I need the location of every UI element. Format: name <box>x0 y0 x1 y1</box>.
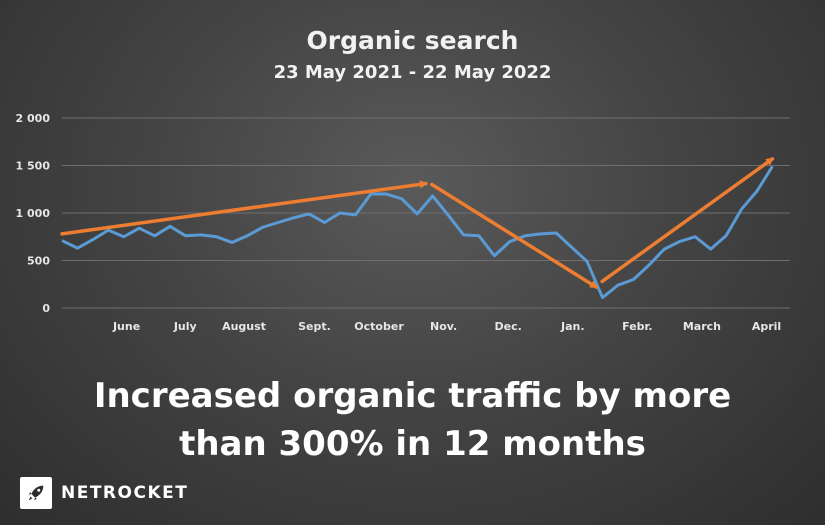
y-tick-label: 1 000 <box>16 207 51 220</box>
chart-subtitle: 23 May 2021 - 22 May 2022 <box>273 62 552 83</box>
x-tick-label: March <box>683 320 721 333</box>
x-tick-label: Febr. <box>622 320 652 333</box>
brand-logo: NETROCKET <box>20 476 188 510</box>
brand-name: NETROCKET <box>61 483 189 503</box>
series-line <box>61 165 774 300</box>
headline-line-1: Increased organic traffic by more <box>93 376 732 416</box>
x-tick-label: Dec. <box>495 320 522 333</box>
headline-line-2: than 300% in 12 months <box>179 424 646 464</box>
trend-arrow <box>600 157 775 284</box>
x-tick-label: July <box>173 320 197 333</box>
x-tick-label: October <box>354 320 404 333</box>
y-tick-label: 0 <box>42 302 50 315</box>
y-tick-label: 2 000 <box>16 112 51 125</box>
y-tick-label: 500 <box>27 255 50 268</box>
rocket-icon <box>20 477 52 509</box>
y-tick-label: 1 500 <box>16 160 51 173</box>
x-tick-label: Nov. <box>430 320 457 333</box>
chart-title: Organic search <box>306 26 519 55</box>
trend-arrow <box>430 182 599 289</box>
x-tick-label: Sept. <box>298 320 331 333</box>
line-chart: 0 500 1 000 1 500 2 000 June July August Sept. O… <box>16 112 790 333</box>
x-tick-label: August <box>222 320 266 333</box>
trend-arrow <box>60 180 428 236</box>
x-tick-label: April <box>752 320 781 333</box>
x-tick-label: Jan. <box>560 320 585 333</box>
headline: Increased organic traffic by more than 3… <box>0 372 825 468</box>
x-tick-label: June <box>112 320 140 333</box>
